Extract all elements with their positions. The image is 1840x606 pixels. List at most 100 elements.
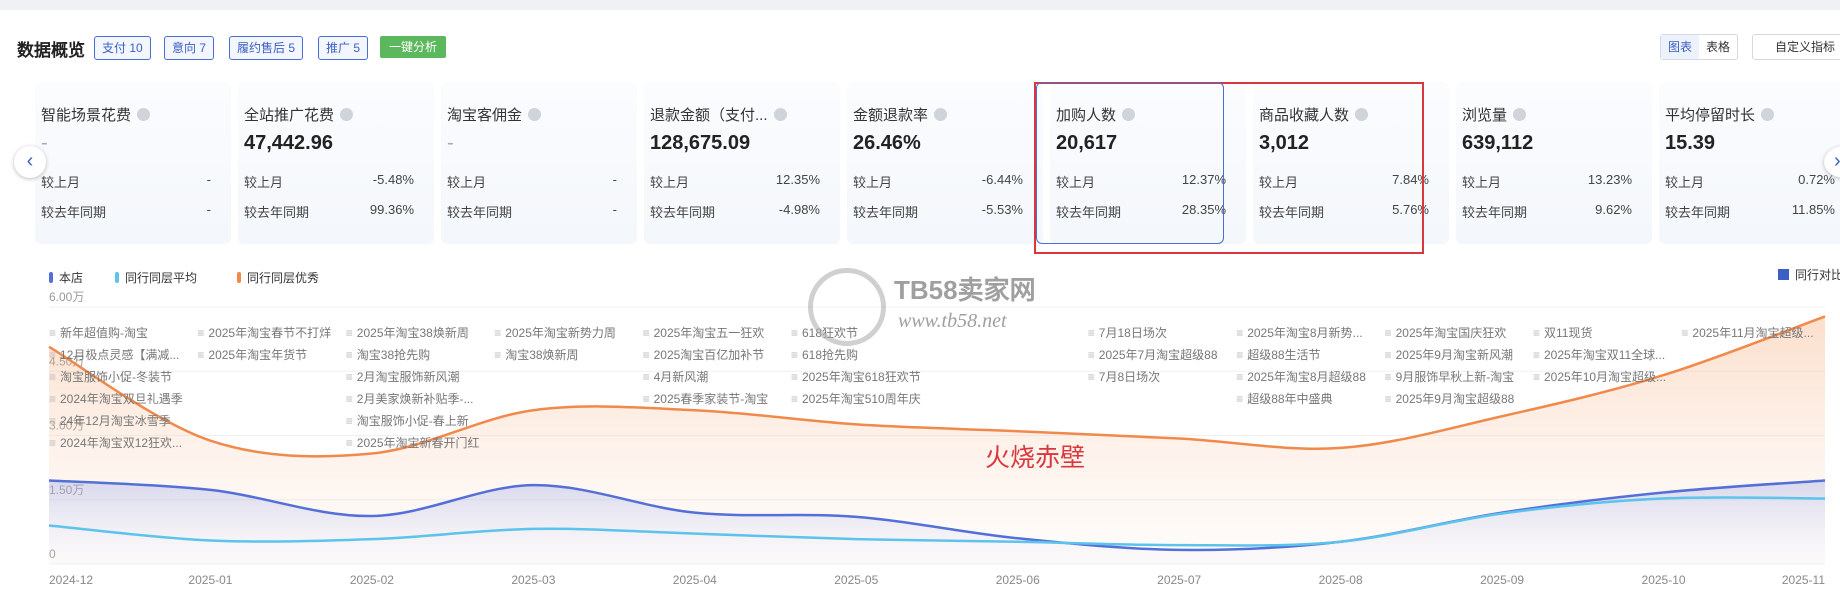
x-tick-label: 2024-12 — [49, 573, 93, 587]
yoy-label: 较去年同期 — [1665, 205, 1731, 220]
card-value: - — [447, 132, 454, 154]
mom-value: 13.23% — [1587, 172, 1632, 187]
metric-card: 浏览量 639,112 较上月 13.23% 较去年同期 9.62% — [1456, 82, 1652, 244]
card-value: 128,675.09 — [650, 132, 751, 154]
view-toggle: 图表 表格 — [1660, 34, 1739, 60]
event-label: 超级88年中盛典 — [1247, 391, 1332, 406]
help-icon — [1513, 108, 1527, 121]
event-marker: ≡ — [49, 326, 56, 340]
event-label: 淘宝服饰小促-春上新 — [357, 413, 469, 428]
x-tick-label: 2025-04 — [673, 573, 717, 587]
help-icon — [137, 108, 151, 121]
event-label: 2025年淘宝618狂欢节 — [802, 369, 921, 384]
custom-metrics[interactable]: 自定义指标 — [1752, 34, 1840, 60]
yoy-value: 9.62% — [1595, 202, 1632, 217]
help-icon — [934, 108, 948, 121]
card-label: 浏览量 — [1462, 107, 1508, 124]
yoy-value: 11.85% — [1791, 202, 1835, 217]
compare-checkbox[interactable]: 同行对比 — [1778, 266, 1840, 283]
card-label: 金额退款率 — [853, 107, 929, 124]
metric-card: 全站推广花费 47,442.96 较上月 -5.48% 较去年同期 99.36% — [238, 82, 434, 244]
yoy-value: -5.53% — [981, 202, 1023, 217]
event-marker: ≡ — [1088, 326, 1095, 340]
yoy-value: - — [612, 202, 617, 217]
event-marker: ≡ — [1385, 348, 1392, 362]
card-label: 加购人数 — [1056, 107, 1117, 124]
event-label: 2025年9月淘宝新风潮 — [1396, 347, 1513, 362]
metric-card: 退款金额（支付... 128,675.09 较上月 12.35% 较去年同期 -4.98% — [644, 82, 840, 244]
event-label: 7月8日场次 — [1099, 370, 1160, 384]
card-value: 639,112 — [1462, 132, 1534, 154]
card-label: 全站推广花费 — [244, 107, 335, 124]
card-value: 47,442.96 — [244, 132, 333, 154]
yoy-label: 较去年同期 — [853, 205, 919, 220]
event-marker: ≡ — [791, 326, 798, 340]
card-value: 20,617 — [1056, 132, 1118, 154]
event-marker: ≡ — [1088, 348, 1095, 362]
x-tick-label: 2025-02 — [350, 573, 394, 587]
event-marker: ≡ — [791, 392, 798, 406]
card-label: 平均停留时长 — [1665, 107, 1756, 124]
event-marker: ≡ — [49, 414, 56, 428]
event-label: 2025年淘宝国庆狂欢 — [1396, 325, 1507, 340]
mom-label: 较上月 — [41, 175, 81, 190]
x-tick-label: 2025-03 — [511, 573, 555, 587]
chart-view[interactable]: 图表 — [1661, 35, 1700, 59]
card-value: 15.39 — [1665, 132, 1716, 154]
card-name: 淘宝客佣金 — [447, 104, 542, 125]
tag[interactable]: 支付 10 — [94, 36, 151, 60]
x-tick-label: 2025-01 — [188, 573, 232, 587]
mom-label: 较上月 — [853, 175, 893, 190]
card-name: 商品收藏人数 — [1259, 104, 1369, 125]
line — [48, 315, 1826, 458]
mom-label: 较上月 — [1665, 175, 1705, 190]
card-label: 退款金额（支付... — [650, 107, 768, 124]
top-bar — [0, 0, 1840, 10]
event-label: 2025年10月淘宝超级... — [1544, 369, 1666, 384]
card-name: 智能场景花费 — [41, 104, 151, 125]
event-marker: ≡ — [643, 392, 650, 406]
event-marker: ≡ — [1385, 326, 1392, 340]
mom-value: 0.72% — [1798, 172, 1835, 187]
x-tick-label: 2025-11 — [1782, 573, 1825, 587]
card-value: - — [41, 132, 48, 154]
event-label: 2025年淘宝年货节 — [208, 347, 307, 362]
mom-value: 12.37% — [1181, 172, 1226, 187]
help-icon — [1355, 108, 1369, 121]
card-name: 加购人数 — [1056, 104, 1136, 125]
mom-label: 较上月 — [244, 175, 284, 190]
event-marker: ≡ — [1681, 326, 1688, 340]
x-tick-label: 2025-08 — [1319, 573, 1363, 587]
event-label: 2025年9月淘宝超级88 — [1396, 391, 1515, 406]
card-name: 浏览量 — [1462, 104, 1527, 125]
table-view[interactable]: 表格 — [1706, 40, 1731, 54]
card-name: 全站推广花费 — [244, 104, 354, 125]
yoy-label: 较去年同期 — [1056, 205, 1122, 220]
event-marker: ≡ — [1088, 370, 1095, 384]
yoy-value: -4.98% — [778, 202, 820, 217]
tag[interactable]: 推广 5 — [318, 36, 369, 60]
prev-arrow[interactable]: ‹ — [14, 146, 46, 178]
line — [48, 496, 1826, 547]
next-arrow[interactable]: › — [1824, 146, 1840, 178]
card-label: 智能场景花费 — [41, 107, 132, 124]
yoy-value: - — [206, 202, 211, 217]
watermark-logo — [808, 268, 886, 346]
tag[interactable]: 意向 7 — [164, 36, 215, 60]
help-icon — [1761, 108, 1775, 121]
x-tick-label: 2025-06 — [996, 573, 1040, 587]
watermark-title: TB58卖家网 — [894, 275, 1036, 305]
event-marker: ≡ — [494, 326, 501, 340]
event-marker: ≡ — [49, 392, 56, 406]
selected-card — [1036, 82, 1224, 244]
event-marker: ≡ — [1236, 370, 1243, 384]
analyze-button[interactable]: 一键分析 — [380, 36, 447, 58]
yoy-label: 较去年同期 — [41, 205, 107, 220]
tag[interactable]: 履约售后 5 — [229, 36, 304, 60]
event-marker: ≡ — [643, 348, 650, 362]
event-marker: ≡ — [1533, 348, 1540, 362]
event-marker: ≡ — [791, 370, 798, 384]
event-marker: ≡ — [643, 370, 650, 384]
event-label: 4月新风潮 — [654, 369, 709, 384]
